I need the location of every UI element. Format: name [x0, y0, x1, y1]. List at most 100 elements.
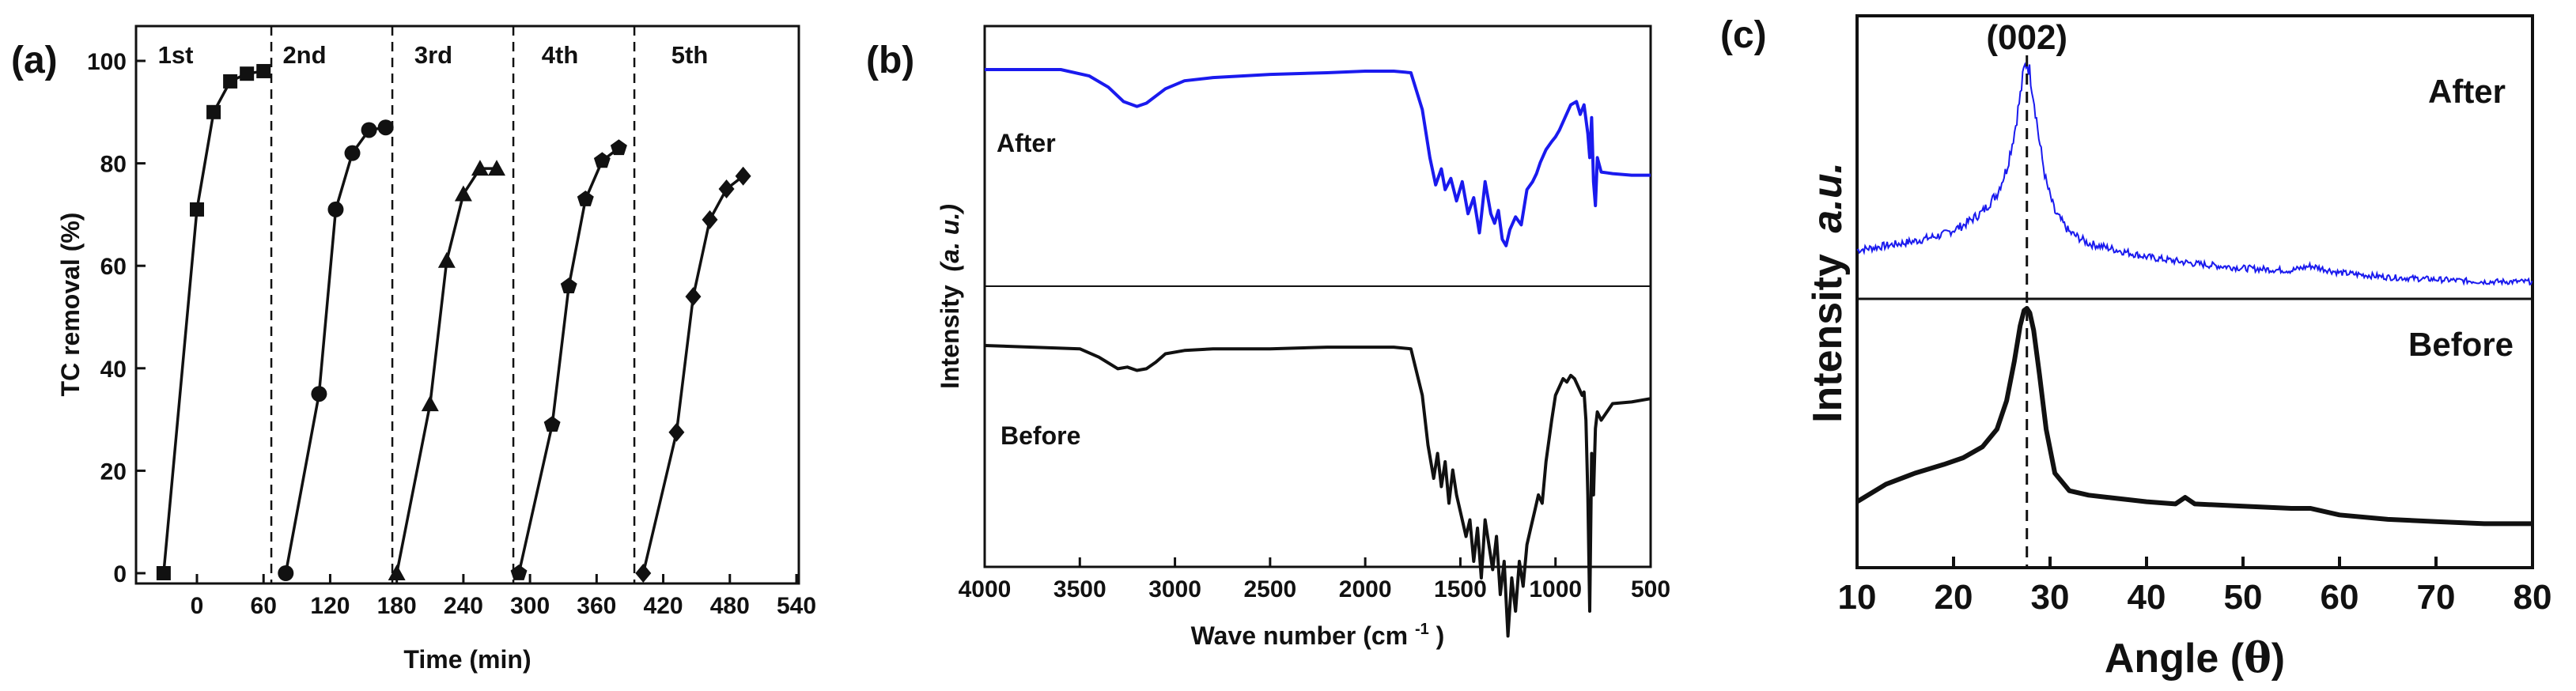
panel-a-ytick-label: 60 [100, 254, 127, 280]
panel-c-xtick-label: 40 [2128, 578, 2166, 617]
panel-b-frame [983, 25, 1652, 568]
panel-a-series-5th-point [702, 210, 718, 229]
panel-b-xlabel: Wave number (cm -1 ) [1191, 611, 1445, 650]
panel-a-series-3rd-point [421, 395, 439, 412]
panel-b-xtick-label: 2000 [1339, 576, 1392, 602]
panel-a-cycle-label-3rd: 3rd [414, 41, 452, 69]
panel-a-series-3rd-point [471, 160, 489, 176]
panel-a-series-1st-point [240, 66, 255, 81]
panel-c-xtick-label: 20 [1935, 578, 1973, 617]
panel-a-xtick-label: 360 [577, 593, 616, 619]
panel-a-series-2nd-line [284, 126, 386, 574]
panel-a-series-2nd-point [377, 119, 394, 136]
panel-a-ytick-label: 80 [100, 152, 127, 178]
panel-a-series-3rd-point [388, 565, 406, 580]
panel-a-series-2nd-point [311, 386, 327, 402]
panel-a-xtick-label: 120 [310, 593, 350, 619]
panel-b-after-label: After [997, 129, 1056, 157]
panel-a-series-1st-point [223, 74, 238, 89]
panel-a-ytick-label: 100 [87, 49, 127, 75]
panel-a-ytick-label: 40 [100, 357, 127, 383]
panel-b: (b) 4000 3500 3000 2500 2000 1500 1000 500 Afte… [866, 25, 1670, 650]
panel-a-series-4th-point [560, 278, 577, 293]
panel-c-xtick-label: 30 [2031, 578, 2070, 617]
panel-b-ylabel: Intensity (a. u.) [936, 204, 964, 389]
panel-a-series-5th-point [668, 422, 685, 442]
panel-a-series-5th-point [685, 287, 702, 307]
panel-b-series-after-line [985, 68, 1651, 247]
panel-a-series-4th-point [610, 139, 627, 156]
panel-b-xlabel-sup: -1 [1415, 621, 1429, 638]
panel-c-xlabel-text: Angle ( [2105, 636, 2245, 682]
panel-b-xtick-label: 1500 [1434, 576, 1487, 602]
panel-b-ylabel-unit: (a. u.) [936, 204, 964, 271]
panel-a-series-3rd-point [437, 251, 456, 268]
panel-b-label: (b) [866, 40, 914, 81]
panel-b-xtick-label: 3500 [1053, 576, 1106, 602]
panel-a-series-4th-point [577, 191, 594, 206]
panel-a-cycle-label-1st: 1st [158, 41, 194, 69]
panel-c-series-before-line [1855, 306, 2532, 527]
panel-a: (a) 0 20 40 60 80 100 0 60 120 180 240 300 360 420 48… [11, 25, 816, 674]
panel-b-before-label: Before [1001, 421, 1080, 450]
panel-c-before-label: Before [2408, 326, 2514, 363]
panel-a-xtick-label: 420 [644, 593, 683, 619]
panel-b-xlabel-text: Wave number (cm [1191, 621, 1408, 650]
panel-b-xtick-label: 2500 [1243, 576, 1296, 602]
panel-a-cycle-label-4th: 4th [542, 41, 579, 69]
panel-a-cycle-label-5th: 5th [671, 41, 709, 69]
panel-a-ytick-label: 0 [113, 561, 127, 587]
panel-b-xtick-label: 500 [1631, 576, 1670, 602]
panel-b-xlabel-end: ) [1436, 621, 1445, 650]
panel-a-series-2nd-point [278, 565, 294, 581]
panel-c-ylabel-text: Intensity [1805, 254, 1851, 423]
panel-a-series-5th-point [735, 166, 751, 186]
panel-b-xtick-label: 4000 [959, 576, 1012, 602]
panel-a-xtick-label: 240 [444, 593, 483, 619]
panel-a-xlabel: Time (min) [403, 645, 531, 674]
panel-a-series-1st-point [206, 104, 221, 119]
panel-a-series-1st-point [156, 566, 171, 580]
panel-a-xtick-label: 0 [191, 593, 204, 619]
panel-a-series-3rd-line [395, 167, 497, 574]
panel-a-xtick-label: 480 [710, 593, 750, 619]
panel-a-series-1st-point [256, 63, 271, 78]
panel-c-series-after-line [1856, 62, 2533, 286]
panel-a-series-5th-line [641, 175, 744, 574]
panel-b-xtick-label: 3000 [1148, 576, 1201, 602]
panel-a-xtick-label: 60 [251, 593, 277, 619]
panel-c-peak-label: (002) [1986, 18, 2067, 57]
panel-c-xtick-label: 70 [2417, 578, 2456, 617]
panel-a-series-1st-line [162, 70, 264, 574]
panel-a-series-5th-point [635, 564, 652, 583]
panel-b-ylabel-text: Intensity [936, 285, 964, 389]
panel-a-series-1st-point [190, 202, 204, 217]
panel-a-series-3rd-point [454, 185, 472, 202]
panel-a-series-4th-point [510, 565, 528, 580]
panel-c-xlabel: Angle (θ) [2105, 634, 2285, 682]
panel-a-series-4th-point [593, 152, 611, 168]
panel-a-series-3rd-point [488, 160, 505, 176]
panel-c-label: (c) [1720, 14, 1767, 56]
panel-a-series-5th-point [718, 179, 735, 198]
panel-a-frame [134, 25, 800, 585]
panel-a-series-4th-line [517, 146, 620, 574]
panel-c: (c) 10 20 30 40 50 60 70 80 (002) After Before … [1720, 14, 2551, 682]
panel-a-series-2nd-point [327, 201, 344, 217]
panel-c-xtick-label: 80 [2514, 578, 2552, 617]
panel-a-label: (a) [11, 40, 58, 81]
panel-c-xtick-label: 60 [2321, 578, 2359, 617]
panel-b-series-before-line [984, 344, 1651, 638]
panel-c-after-label: After [2428, 73, 2506, 110]
panel-b-xtick-label: 1000 [1529, 576, 1582, 602]
panel-a-series-4th-point [543, 416, 561, 432]
panel-a-ytick-label: 20 [100, 459, 127, 485]
panel-c-ylabel-unit: a.u. [1805, 162, 1851, 233]
panel-c-xlabel-end: ) [2271, 636, 2285, 682]
panel-a-series-2nd-point [361, 122, 377, 138]
panel-a-xtick-label: 180 [377, 593, 417, 619]
panel-a-series-2nd-point [344, 145, 361, 161]
panel-a-xtick-label: 540 [777, 593, 816, 619]
panel-a-xtick-label: 300 [510, 593, 550, 619]
